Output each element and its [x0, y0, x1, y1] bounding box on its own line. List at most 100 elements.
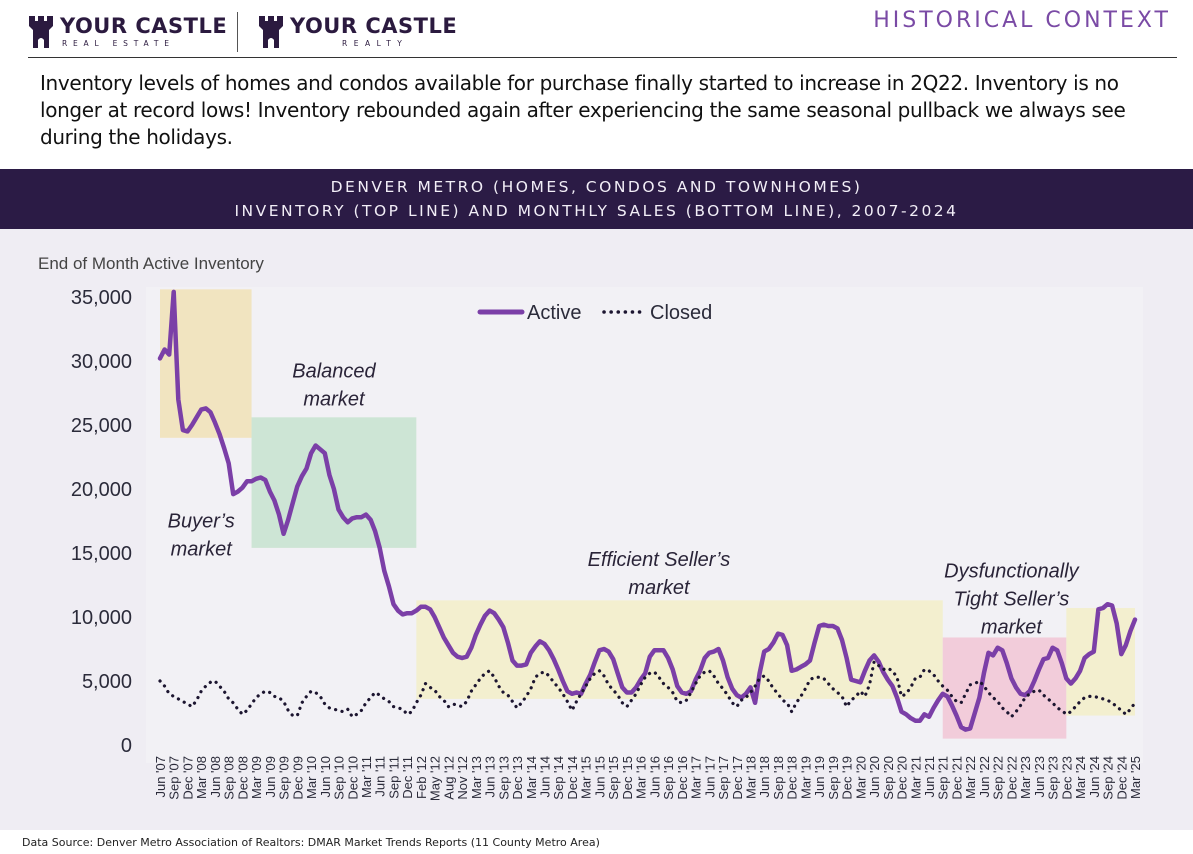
region-label-dysfunctional: Dysfunctionally	[944, 560, 1080, 582]
chart-banner: DENVER METRO (HOMES, CONDOS AND TOWNHOME…	[0, 169, 1193, 229]
x-tick-label: Mar '17	[689, 756, 704, 799]
y-tick-label: 25,000	[71, 415, 132, 437]
x-tick-label: Sep '16	[661, 756, 676, 800]
x-tick-label: Jun '13	[483, 756, 498, 798]
logo-real-estate: YOUR CASTLE REAL ESTATE	[26, 14, 227, 50]
x-tick-label: Dec '14	[565, 756, 580, 800]
x-tick-label: Sep '15	[606, 756, 621, 800]
x-tick-label: Mar '15	[579, 756, 594, 799]
region-label-efficient: Efficient Seller’s	[588, 549, 731, 571]
legend-active-label: Active	[527, 302, 581, 324]
x-tick-label: Jun '11	[373, 756, 388, 797]
x-tick-label: Mar '21	[908, 756, 923, 799]
x-tick-label: Sep '18	[771, 756, 786, 800]
y-tick-label: 0	[121, 735, 132, 757]
x-tick-label: Mar '24	[1073, 756, 1088, 799]
x-tick-label: Feb '12	[414, 756, 429, 799]
x-tick-label: Nov '12	[455, 756, 470, 800]
x-tick-label: Sep '21	[936, 756, 951, 800]
region-label-efficient: market	[628, 577, 691, 599]
x-tick-label: Jun '19	[812, 756, 827, 798]
region-label-buyers: market	[171, 538, 234, 560]
x-tick-label: Dec '18	[785, 756, 800, 800]
x-tick-label: Mar '16	[634, 756, 649, 799]
x-tick-label: Dec '07	[180, 756, 195, 800]
logo-name: YOUR CASTLE	[60, 14, 228, 39]
x-tick-label: Dec '19	[840, 756, 855, 800]
region-label-balanced: market	[303, 389, 366, 411]
x-tick-label: Dec '08	[235, 756, 250, 800]
x-tick-label: Mar '25	[1128, 756, 1143, 799]
x-tick-label: Sep '20	[881, 756, 896, 800]
x-tick-label: Jun '18	[757, 756, 772, 798]
inventory-chart: End of Month Active Inventory 0 5,000 10,00…	[38, 254, 1143, 801]
y-tick-label: 20,000	[71, 479, 132, 501]
x-tick-label: Dec '16	[675, 756, 690, 800]
logo-sub: REALTY	[342, 39, 409, 49]
y-tick-label: 35,000	[71, 287, 132, 309]
x-tick-label: Dec '20	[895, 756, 910, 800]
x-tick-label: Jun '10	[318, 756, 333, 798]
legend-closed-label: Closed	[650, 302, 712, 324]
x-tick-label: Jun '23	[1032, 756, 1047, 798]
y-axis-label: End of Month Active Inventory	[38, 254, 264, 273]
y-tick-label: 15,000	[71, 543, 132, 565]
x-tick-label: Mar '09	[249, 756, 264, 799]
header-divider	[28, 57, 1177, 58]
x-tick-label: Jun '14	[538, 756, 553, 798]
x-tick-label: Sep '13	[496, 756, 511, 800]
logo-name: YOUR CASTLE	[290, 14, 458, 39]
x-tick-label: Mar '23	[1018, 756, 1033, 799]
x-tick-label: Sep '22	[991, 756, 1006, 800]
logo-realty: YOUR CASTLE REALTY	[256, 14, 457, 50]
banner-line-2: INVENTORY (TOP LINE) AND MONTHLY SALES (…	[234, 202, 959, 220]
x-tick-label: Jun '21	[922, 756, 937, 798]
x-tick-label: Jun '16	[647, 756, 662, 798]
x-tick-label: Mar '08	[194, 756, 209, 799]
chart-area: End of Month Active Inventory 0 5,000 10,00…	[0, 229, 1193, 830]
y-tick-label: 30,000	[71, 351, 132, 373]
x-tick-label: Sep '07	[167, 756, 182, 800]
logo-divider	[237, 12, 238, 52]
x-tick-label: Sep '17	[716, 756, 731, 800]
x-tick-label: Aug '12	[441, 756, 456, 800]
x-tick-label: Mar '19	[798, 756, 813, 799]
x-tick-label: Dec '21	[949, 756, 964, 800]
x-tick-label: Jun '17	[702, 756, 717, 798]
x-tick-label: Sep '10	[332, 756, 347, 800]
y-tick-label: 10,000	[71, 607, 132, 629]
x-tick-label: Mar '14	[524, 756, 539, 799]
x-tick-label: Sep '14	[551, 756, 566, 800]
region-label-dysfunctional: Tight Seller’s	[954, 588, 1070, 610]
x-tick-label: Jun '24	[1087, 756, 1102, 798]
y-tick-label: 5,000	[82, 671, 132, 693]
region-efficient2	[1066, 608, 1135, 716]
x-tick-label: Dec '22	[1004, 756, 1019, 800]
x-tick-label: Mar '22	[963, 756, 978, 799]
x-tick-label: Sep '08	[222, 756, 237, 800]
x-tick-label: Mar '10	[304, 756, 319, 799]
region-label-dysfunctional: market	[981, 616, 1044, 638]
x-tick-label: Sep '11	[386, 756, 401, 799]
x-tick-label: Sep '23	[1046, 756, 1061, 800]
logo-sub: REAL ESTATE	[62, 39, 175, 49]
x-tick-label: Dec '09	[290, 756, 305, 800]
x-tick-label: Jun '20	[867, 756, 882, 798]
data-source-footnote: Data Source: Denver Metro Association of…	[22, 836, 600, 849]
section-title: HISTORICAL CONTEXT	[873, 8, 1171, 33]
x-tick-label: Mar '18	[743, 756, 758, 799]
x-tick-label: Sep '24	[1101, 756, 1116, 800]
banner-line-1: DENVER METRO (HOMES, CONDOS AND TOWNHOME…	[330, 178, 863, 196]
x-tick-label: Dec '17	[730, 756, 745, 800]
x-tick-label: Dec '24	[1114, 756, 1129, 800]
region-label-buyers: Buyer’s	[168, 510, 235, 532]
x-tick-label: Jun '09	[263, 756, 278, 798]
intro-text: Inventory levels of homes and condos ava…	[40, 71, 1126, 149]
x-tick-label: Dec '13	[510, 756, 525, 800]
x-tick-label: Mar '13	[469, 756, 484, 799]
x-tick-label: Jun '08	[208, 756, 223, 798]
x-tick-label: Dec '11	[400, 756, 415, 799]
x-tick-label: May '12	[428, 756, 443, 801]
x-tick-label: Sep '09	[277, 756, 292, 800]
x-tick-label: Jun '07	[153, 756, 168, 798]
